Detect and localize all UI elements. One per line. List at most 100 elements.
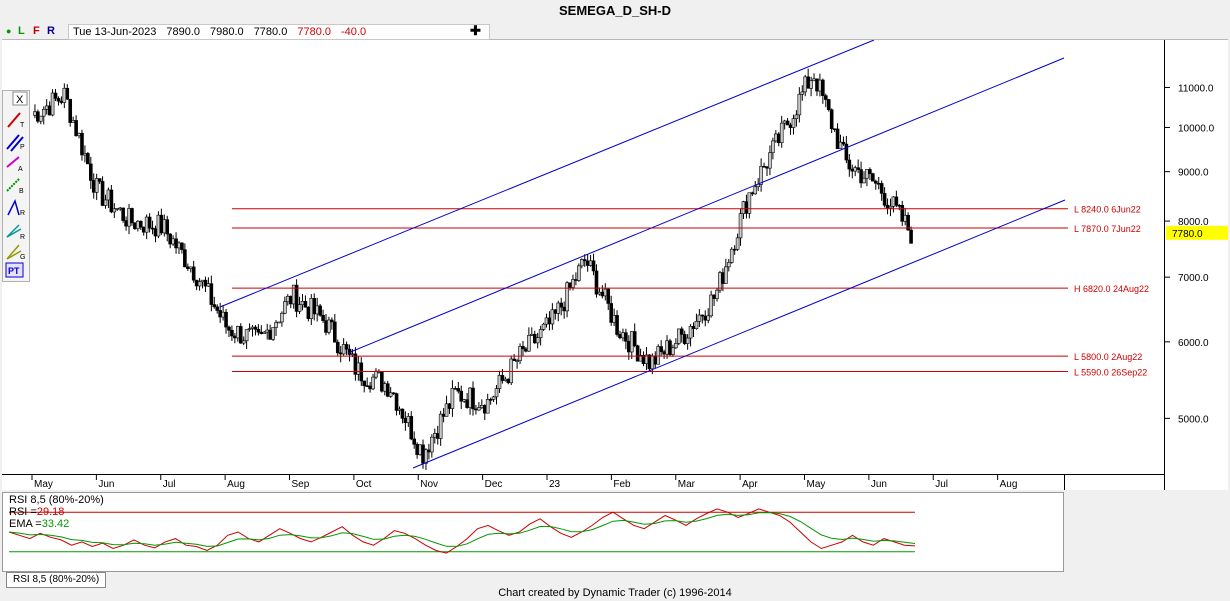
r-icon[interactable]: R bbox=[7, 198, 25, 217]
candle bbox=[615, 315, 619, 335]
quote-high: 7980.0 bbox=[210, 26, 244, 38]
candle bbox=[609, 303, 613, 323]
candle bbox=[871, 173, 875, 182]
candle bbox=[527, 335, 531, 352]
candle bbox=[779, 122, 784, 144]
candle bbox=[627, 340, 631, 353]
candle bbox=[174, 238, 178, 249]
candle bbox=[465, 399, 469, 408]
candle bbox=[300, 301, 305, 305]
candle bbox=[835, 128, 840, 149]
level-label: L 7870.0 7Jun22 bbox=[1074, 224, 1141, 234]
candle bbox=[221, 311, 225, 318]
candle bbox=[41, 108, 46, 117]
rsi-chart[interactable] bbox=[3, 493, 1063, 571]
candle bbox=[97, 178, 102, 182]
candle bbox=[274, 322, 278, 328]
candle bbox=[271, 327, 275, 340]
candle bbox=[94, 178, 99, 193]
candle bbox=[341, 344, 346, 355]
candle bbox=[385, 383, 390, 397]
y-tick-label: 10000.0 bbox=[1178, 123, 1215, 134]
candle bbox=[897, 204, 902, 207]
parallel-icon[interactable]: P bbox=[6, 134, 25, 152]
close-toolbar-icon[interactable]: X bbox=[12, 91, 28, 106]
candle bbox=[212, 304, 217, 308]
candle bbox=[547, 317, 552, 325]
pt-icon[interactable]: PT bbox=[5, 262, 24, 278]
candle bbox=[809, 80, 813, 89]
candle bbox=[338, 352, 343, 355]
x-tick-label: Jun bbox=[871, 479, 887, 490]
candle bbox=[39, 115, 43, 122]
candle bbox=[365, 385, 369, 388]
candle bbox=[853, 167, 858, 172]
candle bbox=[785, 120, 790, 126]
candle bbox=[447, 403, 452, 409]
candle bbox=[112, 208, 117, 213]
gann-icon[interactable]: G bbox=[6, 244, 25, 261]
candle bbox=[818, 79, 822, 92]
candle bbox=[168, 233, 172, 245]
candle bbox=[612, 315, 616, 323]
toolbar-letter-f[interactable]: F bbox=[33, 25, 40, 37]
candle bbox=[503, 378, 508, 381]
candle bbox=[621, 332, 625, 339]
x-tick-label: Aug bbox=[227, 479, 245, 490]
candle bbox=[453, 388, 458, 390]
trendline-icon[interactable]: T bbox=[7, 112, 25, 129]
candle bbox=[441, 413, 446, 417]
rsi-tab[interactable]: RSI 8,5 (80%-20%) bbox=[6, 572, 107, 588]
b-icon[interactable]: B bbox=[6, 178, 24, 195]
candle bbox=[577, 265, 581, 281]
alt-icon[interactable]: A bbox=[6, 156, 23, 173]
candle bbox=[33, 111, 37, 116]
candle bbox=[635, 345, 640, 362]
candle bbox=[103, 199, 108, 206]
candle bbox=[891, 196, 896, 207]
candle bbox=[321, 314, 325, 321]
rsi-panel[interactable]: RSI 8,5 (80%-20%) RSI =29.18 EMA =33.42 bbox=[2, 492, 1064, 572]
retrace-icon[interactable]: R bbox=[6, 224, 25, 241]
x-tick-label: Apr bbox=[742, 479, 758, 490]
candle bbox=[462, 399, 466, 402]
toolbar-letter-l[interactable]: L bbox=[18, 25, 25, 37]
price-chart[interactable]: 5000.0 6000.0 7000.0 8000.0 9000.0 10000.0 110… bbox=[2, 39, 1228, 490]
candle bbox=[494, 388, 499, 398]
level-label: L 5590.0 26Sep22 bbox=[1074, 368, 1147, 378]
candle bbox=[47, 105, 52, 116]
candle bbox=[762, 165, 766, 168]
candle bbox=[177, 242, 181, 249]
candle bbox=[206, 283, 211, 287]
candle bbox=[450, 388, 455, 409]
x-tick-label: 23 bbox=[549, 479, 561, 490]
candle bbox=[147, 216, 152, 229]
candle bbox=[641, 355, 646, 365]
candle bbox=[559, 302, 564, 308]
candle bbox=[280, 312, 284, 323]
candle bbox=[876, 182, 881, 185]
candle bbox=[215, 306, 220, 311]
candle bbox=[350, 353, 355, 356]
add-icon[interactable]: ✚ bbox=[470, 23, 481, 38]
last-price-box bbox=[1166, 225, 1228, 240]
candle bbox=[888, 205, 893, 209]
candle bbox=[885, 204, 890, 209]
candle bbox=[753, 186, 758, 195]
quote-change: -40.0 bbox=[341, 26, 367, 38]
candle bbox=[394, 393, 399, 411]
candle bbox=[688, 326, 693, 339]
toolbar-letter-r[interactable]: R bbox=[47, 25, 55, 37]
y-tick-label: 9000.0 bbox=[1178, 168, 1209, 179]
candle bbox=[574, 279, 578, 281]
candle bbox=[318, 305, 322, 316]
price-chart-panel[interactable]: 5000.0 6000.0 7000.0 8000.0 9000.0 10000.0 110… bbox=[2, 39, 1228, 490]
candle bbox=[771, 140, 775, 153]
candle bbox=[718, 272, 722, 291]
candle bbox=[333, 321, 337, 343]
candle bbox=[188, 266, 193, 269]
candle bbox=[432, 433, 437, 438]
candle bbox=[532, 333, 537, 344]
candle bbox=[124, 220, 128, 227]
ema-value: 33.42 bbox=[41, 518, 70, 530]
